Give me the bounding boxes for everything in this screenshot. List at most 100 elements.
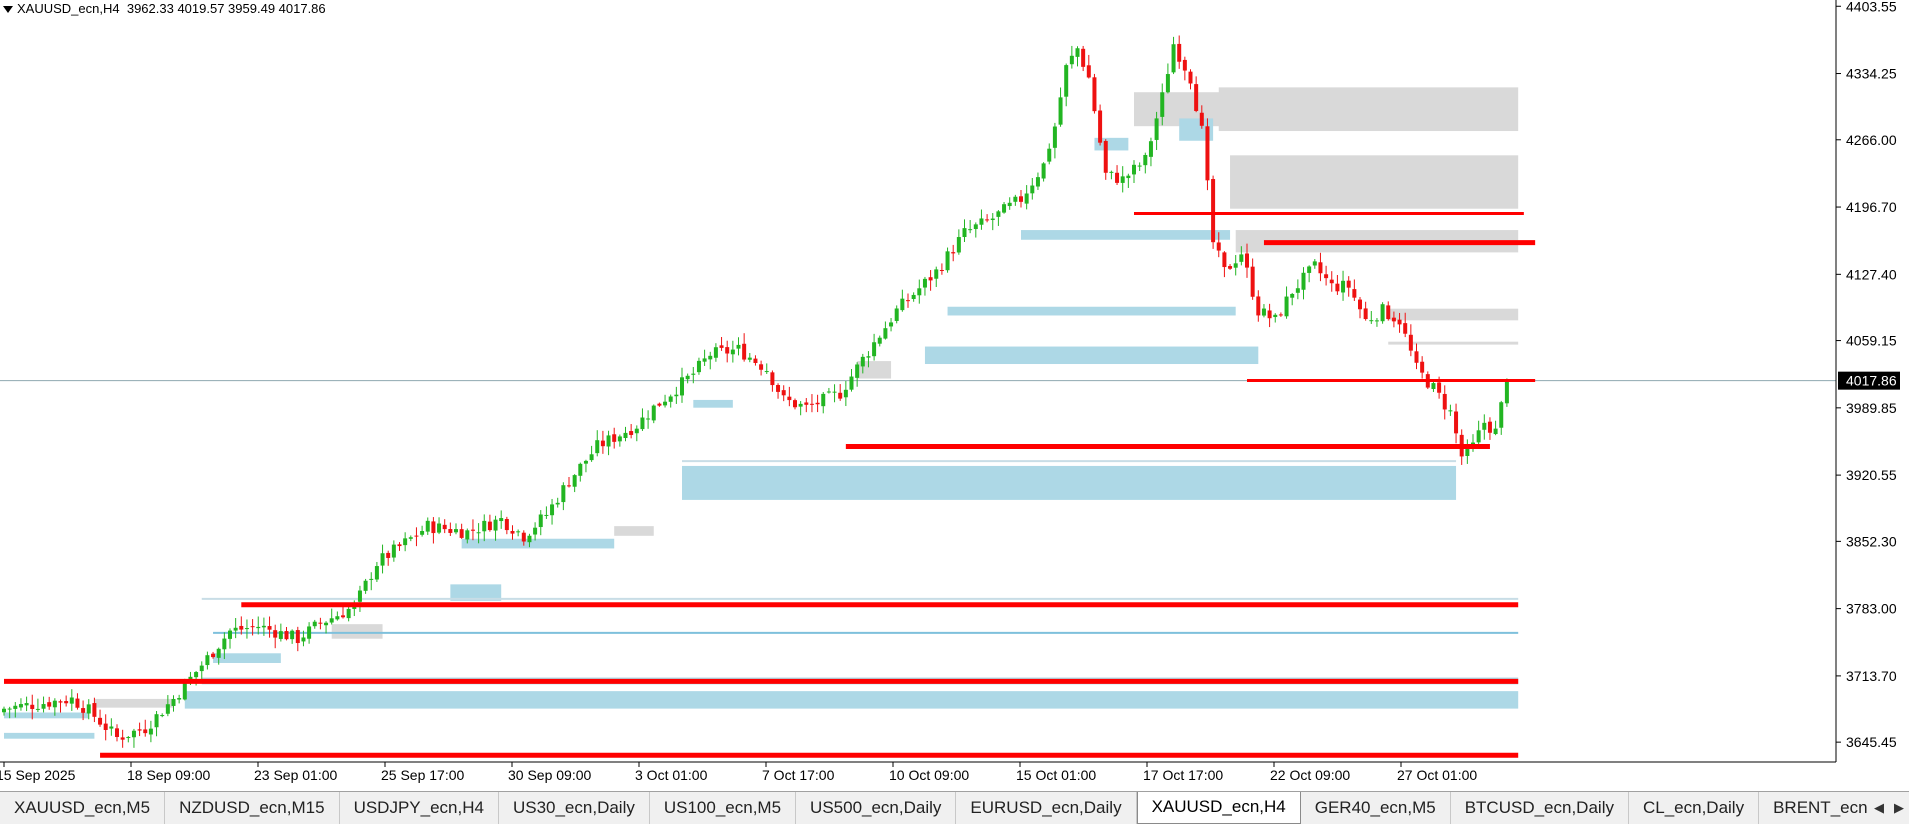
- candle-bear: [98, 717, 103, 725]
- candle-bull: [1030, 185, 1035, 194]
- candle-bull: [1007, 202, 1012, 207]
- demand-zone: [4, 732, 95, 739]
- candle-bull: [499, 518, 504, 522]
- candle-bear: [1454, 411, 1459, 434]
- x-tick-label: 10 Oct 09:00: [889, 767, 969, 783]
- candle-bear: [510, 531, 515, 534]
- candle-bull: [798, 403, 803, 407]
- candle-bull: [2, 708, 6, 713]
- tab-cl-ecn-daily[interactable]: CL_ecn,Daily: [1629, 792, 1760, 824]
- candle-bull: [651, 405, 656, 421]
- triangle-left-icon[interactable]: ◀: [1874, 800, 1884, 815]
- price-chart[interactable]: 4403.55 4334.25 4266.00 4196.70 4127.40 4059.…: [0, 0, 1909, 791]
- candle-bull: [956, 237, 961, 253]
- candle-bull: [550, 504, 555, 516]
- tab-xauusd-ecn-h4[interactable]: XAUUSD_ecn,H4: [1136, 792, 1301, 824]
- x-tick-label: 23 Sep 01:00: [254, 767, 338, 783]
- candle-bull: [35, 708, 40, 710]
- candle-bull: [527, 535, 532, 543]
- candle-bull: [1465, 445, 1470, 456]
- candle-bull: [222, 638, 227, 650]
- candle-bull: [256, 626, 261, 629]
- candle-bear: [1363, 308, 1368, 320]
- candle-bull: [205, 655, 210, 666]
- candle-bull: [177, 698, 182, 700]
- collapse-triangle-icon[interactable]: [3, 5, 13, 13]
- x-tick-label: 3 Oct 01:00: [635, 767, 708, 783]
- y-tick-label: 4334.25: [1846, 66, 1897, 82]
- candle-bull: [561, 485, 566, 503]
- candle-bull: [1120, 176, 1125, 183]
- candle-bull: [889, 322, 894, 327]
- candle-bear: [30, 704, 35, 709]
- candle-bear: [753, 358, 758, 363]
- y-tick-label: 3783.00: [1846, 601, 1897, 617]
- candle-bear: [776, 385, 781, 392]
- tab-us100-ecn-m5[interactable]: US100_ecn,M5: [650, 792, 797, 824]
- candle-bull: [1239, 254, 1244, 262]
- y-tick-label: 3645.45: [1846, 734, 1897, 750]
- candle-bull: [826, 391, 831, 393]
- tab-btcusd-ecn-daily[interactable]: BTCUSD_ecn,Daily: [1451, 792, 1629, 824]
- candle-bear: [770, 372, 775, 386]
- candle-bull: [1171, 44, 1176, 73]
- candle-bull: [663, 401, 668, 406]
- candle-bear: [295, 630, 300, 644]
- candle-bear: [487, 521, 492, 531]
- candle-bear: [629, 431, 634, 435]
- candle-bull: [1504, 380, 1509, 404]
- candle-bull: [1041, 163, 1046, 179]
- candle-bull: [346, 608, 351, 619]
- candle-bull: [617, 436, 622, 442]
- candle-bull: [18, 704, 23, 708]
- tab-eurusd-ecn-daily[interactable]: EURUSD_ecn,Daily: [956, 792, 1137, 824]
- candle-bull: [403, 538, 408, 546]
- candle-bull: [1132, 164, 1136, 175]
- candle-bull: [843, 389, 848, 398]
- candle-bull: [713, 347, 718, 358]
- candle-bull: [1482, 422, 1487, 430]
- tab-nzdusd-ecn-m15[interactable]: NZDUSD_ecn,M15: [165, 792, 340, 824]
- tab-xauusd-ecn-m5[interactable]: XAUUSD_ecn,M5: [0, 792, 166, 824]
- ohlc-values: 3962.33 4019.57 3959.49 4017.86: [126, 1, 326, 16]
- candle-bear: [1081, 48, 1086, 67]
- candle-bull: [425, 520, 430, 532]
- supply-zone: [1230, 155, 1519, 209]
- tab-usdjpy-ecn-h4[interactable]: USDJPY_ecn,H4: [340, 792, 499, 824]
- candle-bull: [538, 514, 543, 528]
- candle-bull: [1126, 175, 1131, 179]
- candle-bear: [267, 626, 272, 630]
- candle-bull: [1369, 320, 1374, 322]
- candle-bear: [1092, 77, 1097, 112]
- demand-zone: [213, 653, 281, 663]
- candle-bull: [69, 697, 74, 704]
- candle-bull: [736, 344, 741, 349]
- candle-bear: [1216, 242, 1221, 251]
- x-tick-label: 18 Sep 09:00: [127, 767, 211, 783]
- candle-bear: [1442, 393, 1447, 410]
- tab-ger40-ecn-m5[interactable]: GER40_ecn,M5: [1301, 792, 1451, 824]
- candle-bear: [1115, 172, 1120, 183]
- demand-zone: [1021, 230, 1231, 240]
- candle-bear: [1329, 279, 1334, 284]
- candle-bull: [634, 428, 639, 434]
- candle-bull: [1341, 280, 1346, 293]
- candle-bear: [1397, 319, 1402, 325]
- candle-bull: [1035, 177, 1040, 187]
- tab-us500-ecn-daily[interactable]: US500_ecn,Daily: [796, 792, 957, 824]
- candle-bear: [657, 403, 662, 406]
- candle-bull: [1013, 196, 1018, 202]
- candle-bull: [945, 251, 950, 271]
- candle-bull: [312, 621, 317, 627]
- triangle-right-icon[interactable]: ▶: [1894, 800, 1904, 815]
- candle-bear: [928, 277, 933, 281]
- candle-bull: [290, 630, 295, 640]
- y-tick-label: 3852.30: [1846, 533, 1897, 549]
- candle-bull: [154, 714, 159, 728]
- candle-bull: [233, 627, 238, 631]
- tab-us30-ecn-daily[interactable]: US30_ecn,Daily: [499, 792, 650, 824]
- candle-bull: [165, 704, 170, 714]
- candle-bull: [126, 737, 131, 739]
- candle-bull: [730, 349, 735, 355]
